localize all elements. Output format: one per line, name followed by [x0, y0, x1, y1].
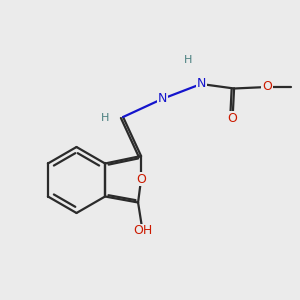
Text: O: O	[228, 112, 238, 125]
Text: N: N	[158, 92, 167, 106]
Text: H: H	[183, 55, 192, 65]
Text: H: H	[101, 113, 109, 124]
Text: N: N	[196, 77, 206, 91]
Text: OH: OH	[133, 224, 152, 238]
Text: O: O	[262, 80, 272, 94]
Text: O: O	[136, 173, 146, 186]
